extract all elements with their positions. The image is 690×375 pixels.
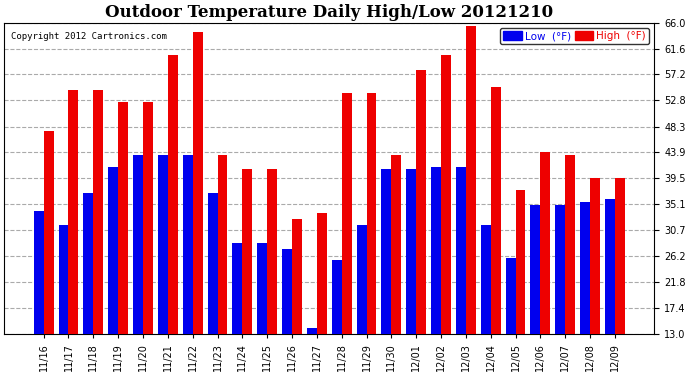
Bar <box>158 155 168 334</box>
Bar <box>580 202 590 334</box>
Bar <box>605 199 615 334</box>
Bar <box>506 258 515 334</box>
Bar <box>193 32 203 334</box>
Bar <box>431 166 441 334</box>
Bar <box>565 155 575 334</box>
Bar <box>540 153 551 334</box>
Bar <box>93 90 104 334</box>
Bar <box>491 87 501 334</box>
Bar <box>382 170 391 334</box>
Bar <box>233 243 242 334</box>
Bar <box>307 328 317 334</box>
Bar <box>317 213 327 334</box>
Bar <box>242 170 253 334</box>
Bar <box>332 260 342 334</box>
Title: Outdoor Temperature Daily High/Low 20121210: Outdoor Temperature Daily High/Low 20121… <box>105 4 553 21</box>
Bar <box>133 155 143 334</box>
Bar <box>416 70 426 334</box>
Bar <box>108 166 118 334</box>
Bar <box>43 131 54 334</box>
Bar <box>183 155 193 334</box>
Bar <box>168 55 178 334</box>
Bar <box>118 102 128 334</box>
Bar <box>441 55 451 334</box>
Bar <box>615 178 625 334</box>
Bar <box>515 190 526 334</box>
Bar <box>366 93 377 334</box>
Bar <box>143 102 153 334</box>
Bar <box>406 170 416 334</box>
Bar <box>466 26 476 334</box>
Bar <box>357 225 366 334</box>
Bar <box>555 205 565 334</box>
Text: Copyright 2012 Cartronics.com: Copyright 2012 Cartronics.com <box>10 32 166 41</box>
Bar <box>590 178 600 334</box>
Bar <box>292 219 302 334</box>
Bar <box>217 155 228 334</box>
Bar <box>267 170 277 334</box>
Bar <box>391 155 402 334</box>
Bar <box>34 210 43 334</box>
Bar <box>68 90 79 334</box>
Bar <box>342 93 352 334</box>
Bar <box>531 205 540 334</box>
Bar <box>59 225 68 334</box>
Legend: Low  (°F), High  (°F): Low (°F), High (°F) <box>500 28 649 44</box>
Bar <box>83 193 93 334</box>
Bar <box>481 225 491 334</box>
Bar <box>456 166 466 334</box>
Bar <box>257 243 267 334</box>
Bar <box>208 193 217 334</box>
Bar <box>282 249 292 334</box>
